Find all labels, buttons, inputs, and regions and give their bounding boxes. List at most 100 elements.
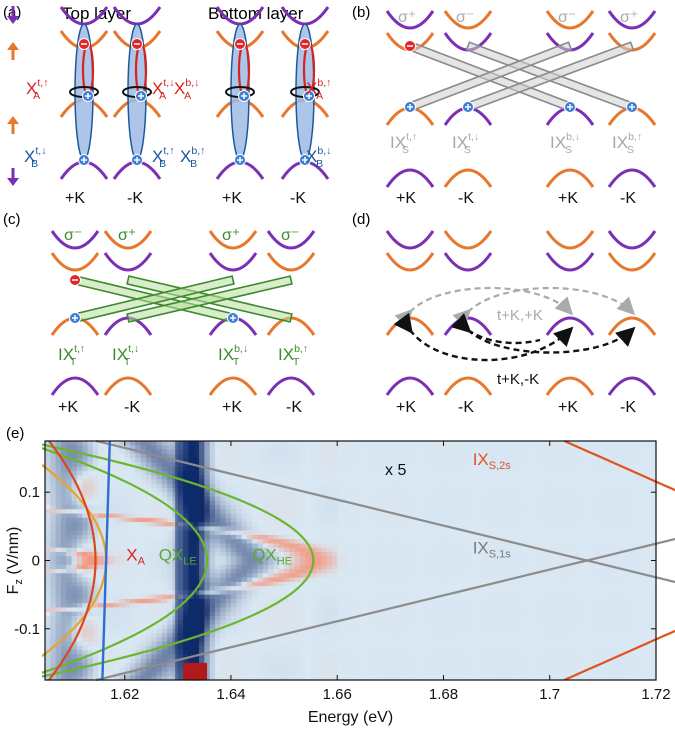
heatmap-cell <box>491 564 498 570</box>
heatmap-cell <box>161 633 168 638</box>
heatmap-cell <box>385 445 391 451</box>
heatmap-cell <box>475 479 482 485</box>
heatmap-cell <box>411 654 418 660</box>
heatmap-cell <box>353 662 360 668</box>
heatmap-cell <box>87 654 94 660</box>
heatmap-cell <box>209 662 216 668</box>
heatmap-cell <box>353 462 360 468</box>
heatmap-cell <box>135 513 142 519</box>
heatmap-cell <box>342 526 349 532</box>
heatmap-cell <box>369 547 376 553</box>
heatmap-cell <box>140 675 147 681</box>
heatmap-cell <box>151 615 158 621</box>
heatmap-cell <box>71 530 78 536</box>
panel-d-label: (d) <box>352 211 370 228</box>
heatmap-cell <box>230 466 237 472</box>
heatmap-cell <box>374 675 381 681</box>
heatmap-cell <box>406 470 413 476</box>
heatmap-cell <box>135 470 142 476</box>
heatmap-cell <box>485 543 492 549</box>
heatmap-cell <box>406 581 413 587</box>
heatmap-cell <box>103 449 110 455</box>
heatmap-cell <box>114 470 120 476</box>
heatmap-cell <box>443 453 450 459</box>
heatmap-cell <box>464 530 471 536</box>
heatmap-cell <box>406 564 413 570</box>
heatmap-cell <box>438 628 445 634</box>
heatmap-cell <box>347 475 354 481</box>
heatmap-cell <box>204 513 211 519</box>
heatmap-cell <box>464 522 471 527</box>
heatmap-cell <box>480 654 487 660</box>
heatmap-cell <box>289 470 296 476</box>
heatmap-cell <box>257 522 264 527</box>
heatmap-cell <box>66 513 73 519</box>
heatmap-cell <box>215 475 221 481</box>
heatmap-cell <box>60 564 67 570</box>
heatmap-cell <box>209 505 216 510</box>
heatmap-cell <box>438 551 445 557</box>
heatmap-cell <box>76 633 83 638</box>
heatmap-cell <box>416 487 423 493</box>
heatmap-cell <box>374 458 381 463</box>
heatmap-cell <box>475 637 482 643</box>
heatmap-cell <box>353 496 360 502</box>
heatmap-cell <box>98 654 105 660</box>
heatmap-cell <box>278 539 285 545</box>
heatmap-cell <box>108 513 115 519</box>
heatmap-cell <box>262 586 269 591</box>
heatmap-cell <box>422 603 429 609</box>
heatmap-cell <box>300 633 306 638</box>
heatmap-cell <box>326 458 333 463</box>
heatmap-cell <box>278 577 285 583</box>
heatmap-cell <box>161 543 168 549</box>
heatmap-cell <box>443 603 450 609</box>
heatmap-cell <box>82 637 89 643</box>
heatmap-cell <box>337 560 344 566</box>
heatmap-cell <box>241 662 248 668</box>
heatmap-cell <box>353 564 360 570</box>
heatmap-cell <box>496 505 503 510</box>
heatmap-cell <box>374 637 381 643</box>
heatmap-cell <box>92 633 99 638</box>
heatmap-cell <box>358 586 365 591</box>
heatmap-cell <box>438 530 445 536</box>
heatmap-cell <box>411 637 418 643</box>
heatmap-cell <box>273 479 280 485</box>
heatmap-cell <box>358 492 365 498</box>
heatmap-cell <box>300 500 306 506</box>
panel-decorations: Xt,↑ A Xt,↓ A Xb,↓ A Xb,↑ AXt,↓ B Xt,↑ B Xb,↑ B Xb,↓ B… <box>7 6 642 416</box>
heatmap-cell <box>60 526 67 532</box>
heatmap-cell <box>470 675 476 681</box>
heatmap-cell <box>103 654 110 660</box>
heatmap-cell <box>310 564 317 570</box>
heatmap-cell <box>119 662 126 668</box>
heatmap-cell <box>411 667 418 673</box>
heatmap-cell <box>369 607 376 613</box>
heatmap-cell <box>82 466 89 472</box>
heatmap-cell <box>422 483 429 489</box>
heatmap-cell <box>400 641 407 647</box>
heatmap-cell <box>262 590 269 596</box>
heatmap-cell <box>321 496 328 502</box>
heatmap-cell <box>246 543 253 549</box>
heatmap-cell <box>321 513 328 519</box>
heatmap-cell <box>230 522 237 527</box>
heatmap-cell <box>300 526 306 532</box>
heatmap-cell <box>262 628 269 634</box>
heatmap-cell <box>411 458 418 463</box>
heatmap-cell <box>496 530 503 536</box>
heatmap-cell <box>315 556 322 562</box>
heatmap-cell <box>480 564 487 570</box>
heatmap-cell <box>485 505 492 510</box>
heatmap-cell <box>220 611 227 617</box>
heatmap-cell <box>432 543 439 549</box>
heatmap-cell <box>98 594 105 600</box>
heatmap-cell <box>204 539 211 545</box>
heatmap-cell <box>385 505 391 510</box>
heatmap-cell <box>114 543 120 549</box>
heatmap-cell <box>347 547 354 553</box>
heatmap-cell <box>353 479 360 485</box>
heatmap-cell <box>268 479 275 485</box>
heatmap-cell <box>241 581 248 587</box>
